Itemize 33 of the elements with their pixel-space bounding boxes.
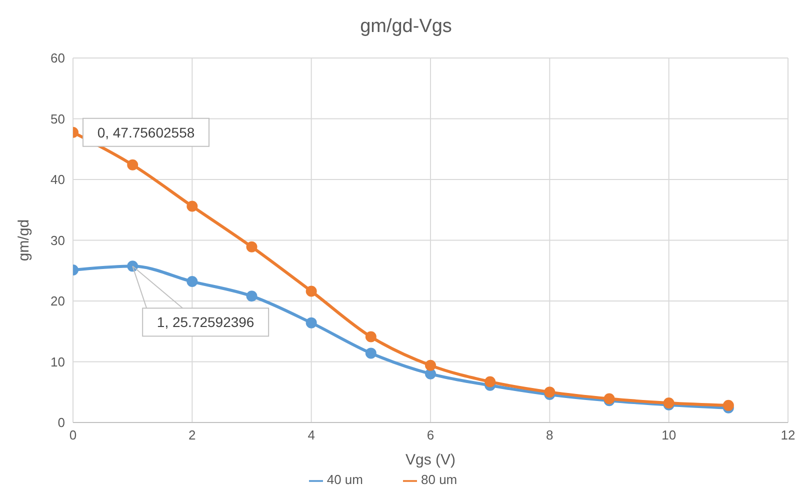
point bbox=[722, 400, 734, 411]
point bbox=[306, 286, 317, 297]
point bbox=[365, 348, 376, 359]
x-tick-label: 8 bbox=[546, 428, 554, 443]
x-tick-label: 6 bbox=[426, 428, 434, 443]
point bbox=[425, 360, 436, 371]
y-tick-label: 30 bbox=[50, 232, 65, 248]
x-tick-label: 2 bbox=[188, 428, 196, 443]
chart-title: gm/gd-Vgs bbox=[359, 15, 453, 39]
point bbox=[186, 276, 198, 288]
x-tick-label: 10 bbox=[662, 428, 676, 443]
data-label: 0, 47.75602558 bbox=[97, 124, 195, 140]
y-tick-label: 40 bbox=[50, 172, 65, 188]
x-tick-label: 4 bbox=[308, 428, 315, 443]
data-label: 1, 25.72592396 bbox=[156, 314, 254, 330]
y-axis-title: gm/gd bbox=[15, 219, 32, 262]
y-tick-label: 10 bbox=[50, 354, 65, 370]
y-tick-label: 0 bbox=[58, 415, 65, 430]
legend-label: 80 um bbox=[421, 472, 458, 488]
x-tick-label: 12 bbox=[780, 428, 796, 443]
y-tick-label: 20 bbox=[50, 294, 65, 309]
point bbox=[484, 376, 496, 388]
y-tick-label: 60 bbox=[50, 50, 65, 66]
y-tick-label: 50 bbox=[50, 111, 65, 126]
point bbox=[246, 290, 258, 302]
x-axis-title: Vgs (V) bbox=[405, 451, 456, 468]
point bbox=[246, 241, 258, 252]
point bbox=[365, 331, 376, 342]
legend-label: 40 um bbox=[326, 472, 363, 488]
point bbox=[306, 317, 317, 328]
x-tick-label: 0 bbox=[69, 428, 77, 443]
point bbox=[127, 159, 138, 170]
point bbox=[186, 200, 198, 212]
